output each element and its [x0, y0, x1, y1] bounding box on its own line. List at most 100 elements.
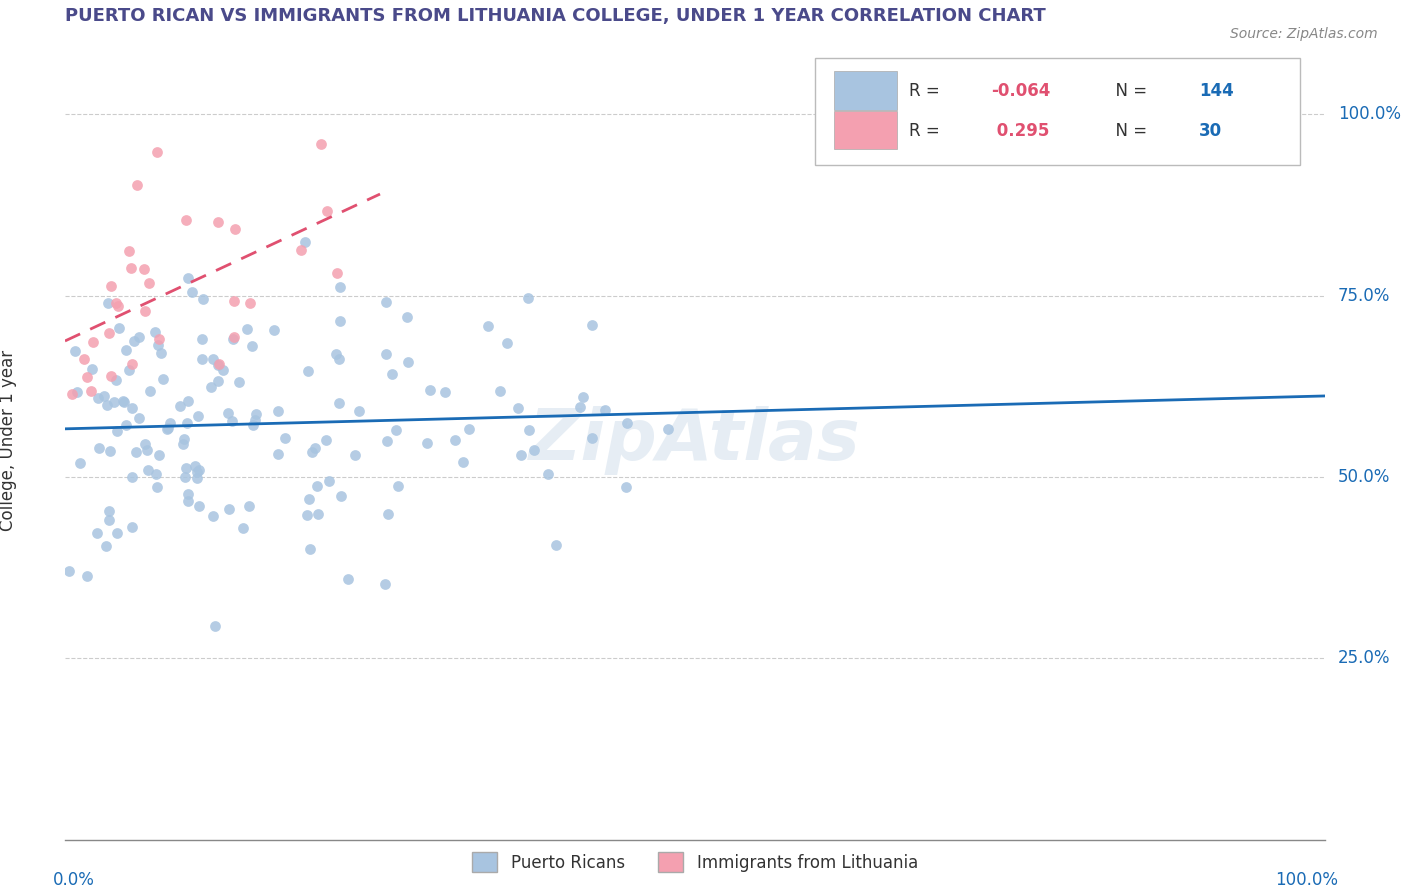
Text: Source: ZipAtlas.com: Source: ZipAtlas.com: [1230, 27, 1378, 41]
Point: [118, 244, 141, 258]
Point: [581, 431, 603, 445]
Point: [523, 442, 546, 457]
Point: [207, 375, 229, 389]
Point: [177, 393, 200, 408]
Point: [347, 404, 370, 418]
Point: [124, 445, 146, 459]
Point: [100, 368, 122, 383]
FancyBboxPatch shape: [815, 58, 1301, 165]
Point: [245, 407, 267, 421]
Text: 144: 144: [1199, 82, 1234, 100]
Legend: Puerto Ricans, Immigrants from Lithuania: Puerto Ricans, Immigrants from Lithuania: [465, 846, 924, 880]
Point: [98, 504, 121, 518]
Point: [180, 285, 202, 299]
Point: [297, 364, 319, 378]
Point: [121, 470, 143, 484]
Point: [100, 279, 122, 293]
Point: [58, 564, 80, 578]
Point: [232, 521, 254, 535]
Point: [207, 357, 229, 371]
Point: [202, 352, 225, 367]
Point: [395, 310, 418, 324]
Point: [146, 480, 169, 494]
Point: [186, 471, 208, 485]
Point: [217, 406, 239, 420]
Text: 100.0%: 100.0%: [1275, 871, 1337, 889]
Point: [134, 303, 156, 318]
Point: [451, 455, 474, 469]
Point: [190, 351, 212, 366]
Point: [96, 398, 118, 412]
Point: [143, 326, 166, 340]
Point: [80, 384, 103, 399]
Point: [97, 296, 120, 310]
Point: [519, 423, 541, 437]
Point: [174, 213, 197, 227]
Point: [267, 404, 290, 418]
Point: [148, 338, 170, 352]
Point: [224, 329, 246, 343]
Text: PUERTO RICAN VS IMMIGRANTS FROM LITHUANIA COLLEGE, UNDER 1 YEAR CORRELATION CHAR: PUERTO RICAN VS IMMIGRANTS FROM LITHUANI…: [65, 7, 1046, 25]
Point: [105, 424, 128, 438]
Point: [82, 334, 104, 349]
Point: [263, 323, 285, 337]
Point: [298, 541, 321, 556]
Point: [87, 391, 110, 405]
Point: [112, 394, 135, 409]
Point: [103, 395, 125, 409]
Point: [568, 400, 591, 414]
Point: [508, 401, 530, 415]
Point: [328, 395, 350, 409]
Point: [176, 460, 198, 475]
Text: 100.0%: 100.0%: [1337, 105, 1400, 123]
Point: [222, 294, 245, 309]
Point: [177, 487, 200, 501]
Point: [326, 266, 349, 280]
Point: [139, 384, 162, 398]
Point: [318, 474, 340, 488]
Point: [343, 449, 366, 463]
Point: [132, 262, 155, 277]
Point: [222, 332, 245, 346]
Point: [186, 465, 208, 479]
Point: [150, 345, 173, 359]
Point: [243, 412, 266, 426]
Text: ZipAtlas: ZipAtlas: [529, 406, 860, 475]
Point: [325, 347, 347, 361]
Point: [87, 442, 110, 456]
Point: [207, 358, 229, 372]
Text: N =: N =: [1105, 82, 1152, 100]
Point: [328, 351, 350, 366]
Point: [63, 343, 86, 358]
Point: [76, 569, 98, 583]
FancyBboxPatch shape: [834, 71, 897, 110]
Point: [329, 280, 352, 294]
Point: [105, 526, 128, 541]
Point: [60, 387, 83, 401]
Point: [374, 577, 396, 591]
Point: [187, 499, 209, 513]
FancyBboxPatch shape: [834, 112, 897, 150]
Point: [377, 507, 399, 521]
Point: [307, 507, 329, 521]
Point: [240, 339, 263, 353]
Point: [207, 215, 229, 229]
Point: [69, 456, 91, 470]
Point: [236, 321, 259, 335]
Text: 0.0%: 0.0%: [52, 871, 94, 889]
Text: R =: R =: [910, 122, 945, 140]
Point: [73, 352, 96, 367]
Point: [267, 447, 290, 461]
Point: [242, 417, 264, 432]
Point: [105, 373, 128, 387]
Point: [176, 416, 198, 430]
Point: [97, 513, 120, 527]
Point: [159, 417, 181, 431]
Point: [616, 416, 638, 430]
Point: [115, 417, 138, 432]
Point: [329, 313, 352, 327]
Point: [218, 501, 240, 516]
Point: [510, 448, 533, 462]
Point: [191, 292, 214, 306]
Point: [294, 235, 316, 250]
